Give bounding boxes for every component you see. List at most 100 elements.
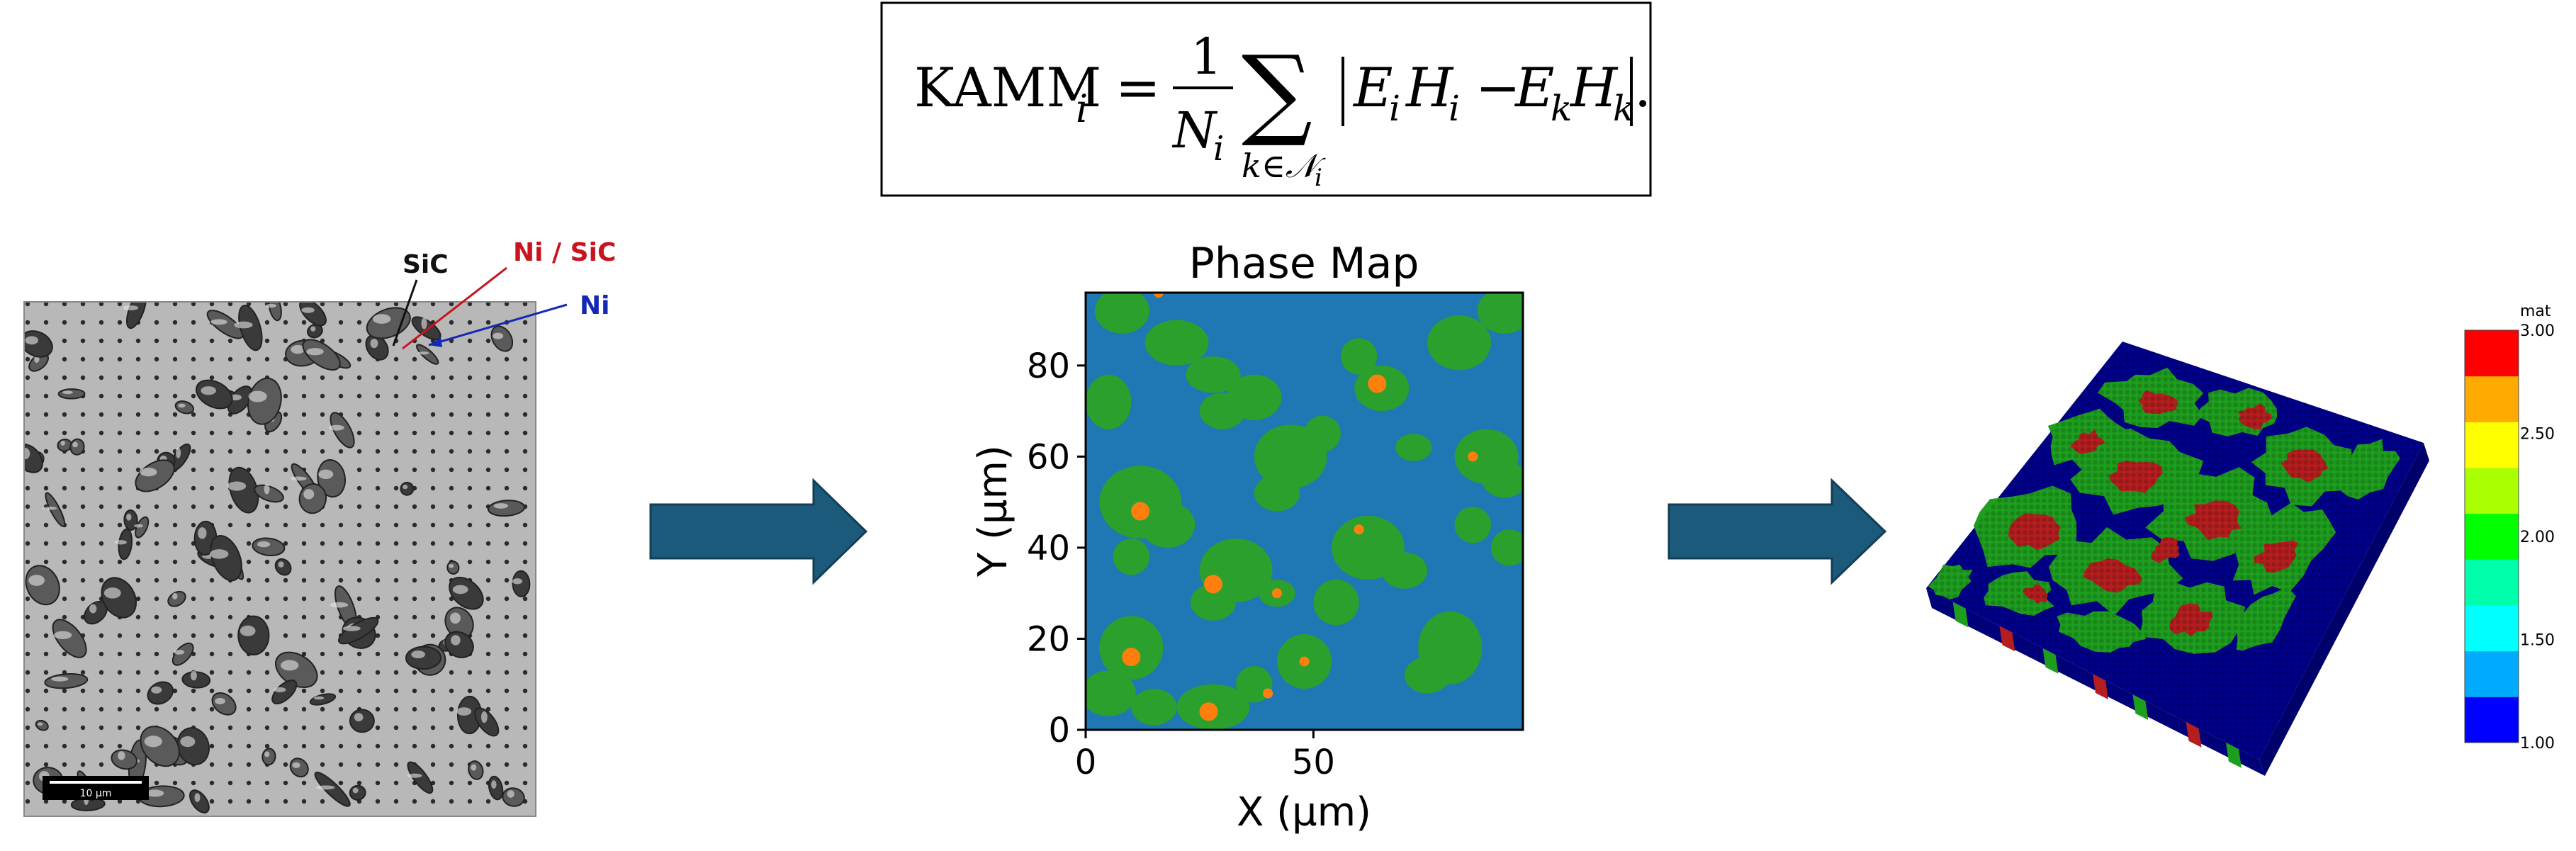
y-tick-label: 80: [1027, 346, 1070, 386]
phase-region-green: [1086, 374, 1132, 429]
formula-box: [880, 1, 1652, 197]
particle-highlight: [60, 440, 65, 446]
colorbar-title: mat: [2520, 303, 2551, 320]
sic-particle: [405, 646, 442, 670]
micrograph: 10 µm SiC Ni / SiC Ni: [23, 238, 616, 817]
flow-arrows: [649, 478, 1887, 585]
phase-region-orange: [1271, 588, 1282, 599]
model-3d: mat 3.00 2.50 2.00 1.50 1.00: [1926, 303, 2555, 776]
sic-particle: [254, 484, 284, 503]
particle-highlight: [51, 676, 69, 682]
x-tick-label: 50: [1292, 743, 1335, 782]
chart-plot-frame: [1084, 291, 1524, 731]
particle-highlight: [292, 762, 300, 768]
particle-highlight: [452, 585, 468, 594]
micrograph-frame: [23, 301, 536, 817]
phase-region-green: [1491, 529, 1523, 566]
model-side-stripe: [2042, 648, 2059, 674]
particle-highlight: [303, 489, 315, 500]
y-tick-label: 60: [1027, 437, 1070, 477]
chart-x-label: X (µm): [1237, 789, 1371, 835]
phase-region-green: [1186, 356, 1241, 393]
phase-region-orange: [1131, 502, 1150, 521]
particle-highlight: [118, 751, 125, 760]
formula-denominator: N: [1171, 101, 1218, 159]
particle-highlight: [471, 764, 477, 771]
sic-particle: [271, 680, 298, 705]
y-tick-label: 20: [1027, 619, 1070, 659]
particle-highlight: [306, 348, 324, 356]
model-side-stripe: [2226, 742, 2242, 768]
sic-particle: [181, 671, 211, 689]
particle-highlight: [28, 575, 45, 586]
phase-region-orange: [1203, 575, 1222, 594]
callout-ni-line: [428, 303, 568, 346]
particle-highlight: [178, 403, 186, 408]
colorbar-tick-label: 1.00: [2520, 735, 2555, 753]
phase-region-orange: [1122, 648, 1141, 667]
particle-highlight: [411, 650, 425, 659]
sic-particle: [490, 325, 514, 352]
particle-highlight: [240, 625, 256, 636]
formula-minus: −: [1475, 56, 1521, 119]
sic-particle: [123, 509, 138, 531]
colorbar-segment: [2465, 376, 2519, 422]
sic-particle: [302, 339, 341, 371]
particle-highlight: [370, 338, 378, 349]
particle-highlight: [180, 736, 196, 748]
phase-region-orange: [1153, 293, 1164, 298]
phase-region-green: [1113, 539, 1149, 575]
phase-region-green: [1454, 507, 1492, 543]
particle-highlight: [407, 773, 422, 778]
phase-region-orange: [1263, 688, 1273, 699]
formula-denominator-sub: i: [1213, 129, 1224, 169]
particle-highlight: [172, 592, 178, 599]
particle-highlight: [342, 626, 361, 631]
particle-highlight: [198, 527, 207, 539]
sic-particle: [512, 570, 531, 598]
model-side-stripe: [2093, 674, 2108, 699]
sic-particle: [317, 459, 347, 498]
particle-highlight: [493, 503, 509, 509]
particle-highlight: [264, 751, 270, 757]
colorbar-tick-label: 3.00: [2520, 322, 2555, 340]
particle-highlight: [291, 476, 307, 481]
particle-highlight: [62, 390, 73, 395]
particle-highlight: [257, 541, 271, 548]
phase-map-chart: Phase Map 0 50 0 20 40 60 80 X (µm) Y (µm): [970, 239, 1524, 835]
phase-region-green: [1304, 415, 1341, 452]
particle-highlight: [491, 780, 497, 789]
callout-sic-line: [392, 279, 418, 346]
sic-particle: [171, 642, 194, 666]
particle-highlight: [315, 785, 335, 790]
model-side-stripes: [1952, 602, 2242, 768]
x-tick-label: 0: [1075, 743, 1097, 782]
particle-highlight: [280, 660, 299, 671]
phase-region-green: [1427, 315, 1492, 371]
particle-highlight: [53, 631, 72, 639]
formula-trailing: .: [1634, 56, 1651, 119]
particle-highlight: [451, 635, 461, 646]
particle-highlight: [421, 317, 427, 329]
phase-region-green: [1131, 689, 1177, 726]
particle-highlight: [227, 481, 247, 491]
phase-region-orange: [1354, 524, 1364, 535]
formula-numerator: 1: [1191, 28, 1222, 86]
sic-particle: [314, 772, 351, 807]
particle-highlight: [301, 307, 315, 313]
particle-highlight: [42, 507, 57, 510]
particle-highlight: [328, 424, 344, 431]
formula-term-c-sub: k: [1551, 88, 1572, 129]
phase-region-green: [1227, 374, 1282, 420]
model-side-stripe: [2132, 694, 2149, 721]
sic-particle: [189, 789, 210, 814]
particle-highlight: [274, 687, 286, 693]
phase-region-green: [1482, 461, 1523, 498]
colorbar-tick-label: 1.50: [2520, 632, 2555, 650]
phase-region-green: [1140, 502, 1196, 548]
particle-highlight: [38, 722, 43, 726]
particle-highlight: [89, 604, 97, 614]
sic-particle: [238, 305, 263, 351]
particle-highlight: [480, 711, 488, 723]
